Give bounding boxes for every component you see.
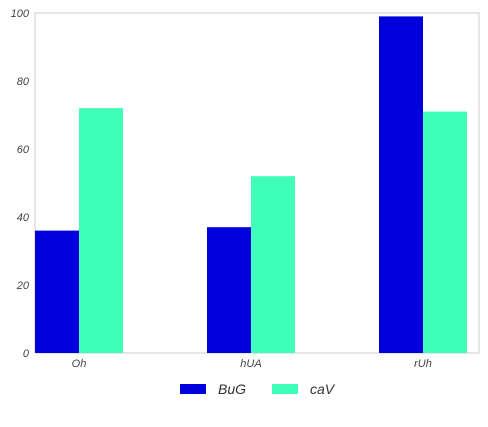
y-tick-label: 40 [17, 212, 30, 224]
bar-BuG-hUA [207, 227, 251, 353]
legend-swatch-BuG [180, 384, 206, 394]
legend-swatch-caV [272, 384, 298, 394]
bar-caV-rUh [423, 111, 467, 353]
bar-BuG-rUh [379, 16, 423, 354]
bar-caV-hUA [251, 176, 295, 353]
legend-label-caV: caV [310, 381, 336, 397]
y-tick-label: 80 [17, 76, 30, 88]
bar-caV-Oh [79, 108, 123, 353]
bar-BuG-Oh [35, 230, 79, 353]
y-tick-label: 0 [23, 348, 30, 360]
y-tick-label: 20 [16, 280, 30, 292]
y-tick-label: 100 [11, 8, 30, 20]
y-tick-label: 60 [17, 144, 30, 156]
x-tick-label: hUA [240, 358, 261, 370]
x-tick-label: Oh [72, 358, 87, 370]
x-tick-label: rUh [414, 358, 432, 370]
legend-label-BuG: BuG [218, 381, 246, 397]
